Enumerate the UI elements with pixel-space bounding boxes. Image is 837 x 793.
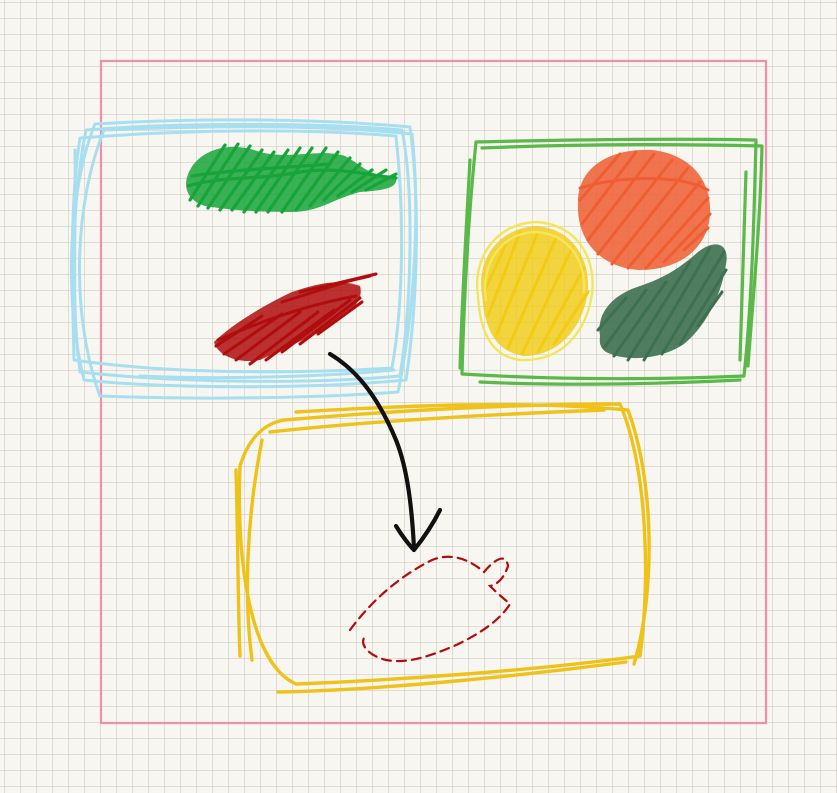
green-pepper-icon — [186, 142, 398, 214]
pink-frame — [99, 59, 768, 725]
orange-icon — [577, 149, 712, 270]
avocado-icon — [596, 244, 728, 362]
fruit-tray — [458, 137, 764, 386]
red-pepper-icon — [214, 272, 378, 366]
move-arrow-icon — [327, 351, 443, 553]
source-tray — [69, 118, 418, 400]
lemon-icon — [475, 220, 594, 362]
red-pepper-ghost-outline — [348, 555, 512, 663]
target-tray — [234, 402, 651, 694]
